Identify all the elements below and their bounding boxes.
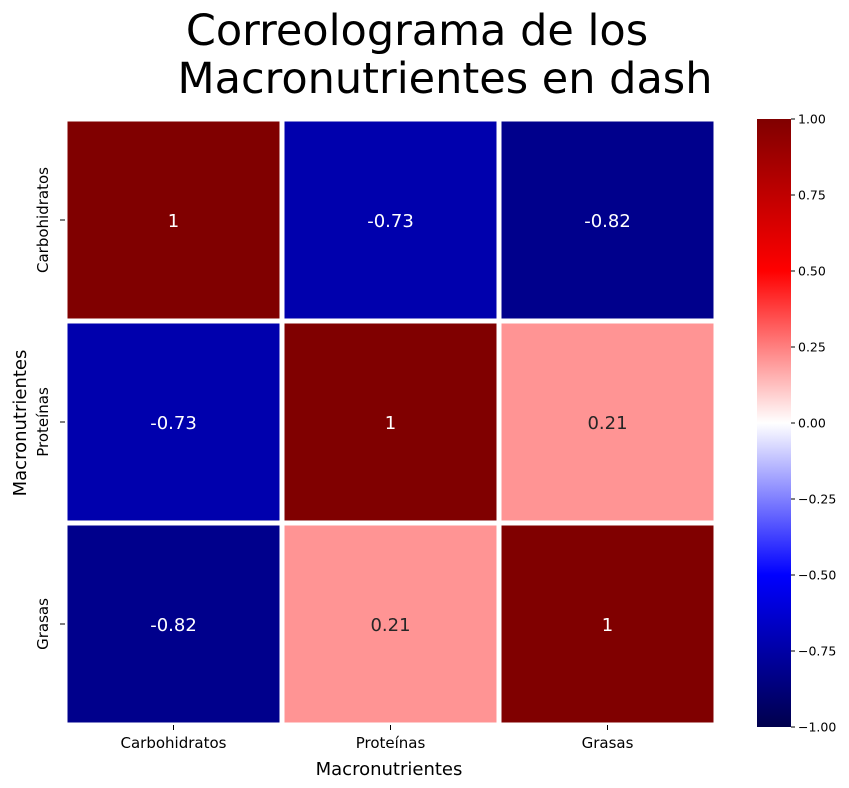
heatmap-cells: 1 -0.73 -0.82 -0.73 1 0.21 -0.82 0.21 1 [62,116,719,728]
colorbar-tick-label: 1.00 [798,112,826,127]
colorbar-tick-label: 0.50 [798,264,826,279]
heatmap-cell-label-r0-c0: 1 [168,211,179,232]
colorbar-tick-label: −1.00 [798,720,836,735]
colorbar-tick-label: −0.75 [798,644,836,659]
heatmap-cell-label-r1-c0: -0.73 [150,413,197,434]
heatmap-cell-label-r2-c1: 0.21 [370,615,410,636]
y-tick-label: Carbohidratos [34,167,52,273]
chart-title-line-2: Macronutrientes en dash [178,54,713,104]
x-axis-ticks: Carbohidratos Proteínas Grasas [121,725,634,752]
x-axis-label: Macronutrientes [316,759,463,780]
colorbar-tick-label: −0.50 [798,568,836,583]
y-axis-label: Macronutrientes [10,350,31,497]
y-axis-ticks: Carbohidratos Proteínas Grasas [34,167,65,650]
heatmap-cell-label-r2-c2: 1 [602,615,613,636]
x-tick-label: Grasas [582,734,634,752]
y-tick-label: Grasas [34,598,52,650]
x-tick-label: Carbohidratos [121,734,227,752]
heatmap-cell-label-r0-c2: -0.82 [584,211,631,232]
chart-title-line-1: Correolograma de los [186,6,648,56]
heatmap-cell-label-r1-c1: 1 [385,413,396,434]
heatmap-cell-r1-c2 [496,318,719,526]
colorbar-tick-label: 0.75 [798,188,826,203]
y-tick-label: Proteínas [34,387,52,457]
heatmap-cell-label-r1-c2: 0.21 [587,413,627,434]
colorbar-tick-label: −0.25 [798,492,836,507]
heatmap-cell-label-r2-c0: -0.82 [150,615,197,636]
colorbar-tick-label: 0.00 [798,416,826,431]
heatmap-cell-r2-c1 [279,520,502,728]
heatmap-cell-r0-c1 [279,116,502,324]
colorbar-ticks: 1.00 0.75 0.50 0.25 0.00 −0.25 −0.50 −0.75 −1.00 [791,112,836,735]
colorbar [757,119,791,727]
x-tick-label: Proteínas [356,734,426,752]
colorbar-tick-label: 0.25 [798,340,826,355]
heatmap-cell-label-r0-c1: -0.73 [367,211,414,232]
